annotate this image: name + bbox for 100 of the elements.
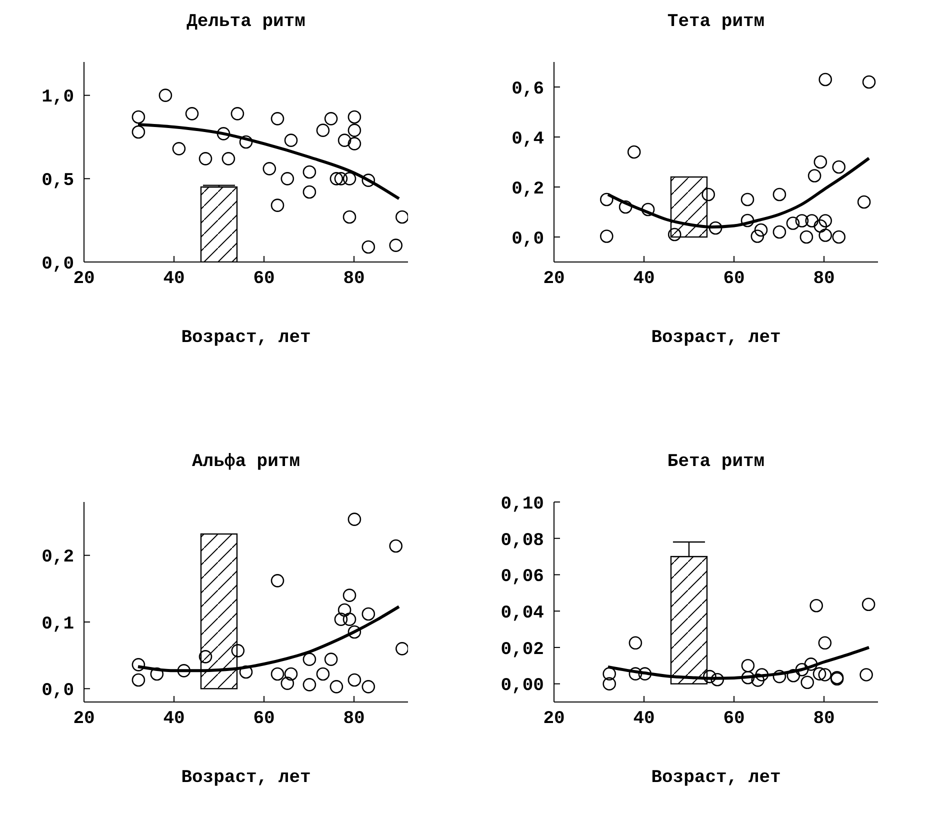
- y-tick-label: 0,6: [512, 79, 544, 100]
- point: [860, 668, 873, 682]
- x-tick-label: 60: [253, 708, 275, 729]
- y-tick-label: 0,08: [500, 530, 544, 551]
- point: [814, 155, 828, 169]
- point: [808, 169, 822, 182]
- x-axis-title: Возраст, лет: [651, 328, 781, 348]
- point: [342, 612, 356, 626]
- point: [600, 230, 614, 243]
- point: [342, 172, 356, 186]
- x-tick-label: 80: [813, 268, 835, 289]
- x-tick-label: 20: [543, 268, 565, 289]
- x-tick-label: 60: [723, 268, 745, 289]
- point: [348, 124, 362, 137]
- point: [270, 198, 284, 212]
- point: [668, 228, 682, 242]
- x-tick-label: 60: [253, 268, 275, 289]
- point: [302, 678, 316, 692]
- point: [362, 174, 376, 187]
- point: [832, 230, 846, 244]
- point: [231, 644, 245, 658]
- y-tick-label: 0,2: [42, 548, 74, 568]
- point: [172, 142, 186, 156]
- point: [362, 680, 376, 694]
- point: [857, 195, 871, 209]
- point: [740, 214, 754, 228]
- chart-title: Бета ритм: [666, 451, 766, 474]
- x-tick-label: 40: [633, 708, 655, 729]
- point: [740, 192, 754, 206]
- x-tick-label: 80: [343, 268, 365, 289]
- x-tick-label: 80: [813, 708, 835, 729]
- x-axis-title: Возраст, лет: [181, 328, 311, 348]
- point: [832, 160, 846, 174]
- point: [302, 652, 316, 666]
- x-tick-label: 80: [343, 708, 365, 729]
- point: [338, 134, 352, 147]
- point: [216, 127, 230, 140]
- x-axis-title: Возраст, лет: [181, 768, 311, 788]
- point: [786, 668, 800, 682]
- point: [741, 670, 755, 684]
- y-tick-label: 0,1: [42, 614, 74, 634]
- point: [772, 188, 786, 202]
- point: [818, 636, 832, 650]
- point: [618, 200, 632, 214]
- point: [198, 152, 212, 166]
- x-tick-label: 20: [73, 268, 95, 289]
- point: [222, 152, 236, 166]
- point: [348, 673, 362, 687]
- chart-title: Альфа ритм: [190, 451, 302, 474]
- point: [302, 185, 316, 199]
- point: [185, 107, 199, 120]
- point: [818, 214, 832, 228]
- point: [302, 165, 316, 179]
- point: [772, 670, 786, 684]
- point: [396, 642, 408, 656]
- point: [800, 230, 814, 244]
- point: [239, 665, 253, 679]
- point: [741, 658, 755, 672]
- y-tick-label: 0,04: [500, 603, 544, 624]
- point: [862, 75, 876, 89]
- point: [284, 667, 298, 681]
- point: [627, 145, 641, 159]
- x-axis-title: Возраст, лет: [651, 768, 781, 788]
- y-tick-label: 0,0: [42, 254, 74, 274]
- y-tick-label: 0,2: [512, 179, 544, 200]
- point: [132, 673, 146, 687]
- y-tick-label: 0,5: [42, 171, 74, 192]
- point: [602, 677, 616, 690]
- point: [812, 667, 826, 680]
- point: [348, 110, 362, 124]
- point: [628, 667, 642, 680]
- point: [710, 672, 724, 686]
- point: [786, 216, 800, 230]
- point: [703, 670, 716, 684]
- point: [628, 636, 642, 650]
- point: [316, 667, 330, 681]
- point: [230, 107, 244, 120]
- point: [814, 219, 828, 233]
- point: [751, 674, 764, 687]
- point: [132, 110, 146, 124]
- point: [795, 214, 809, 228]
- point: [638, 667, 652, 680]
- point: [316, 124, 330, 137]
- point: [348, 512, 362, 526]
- point: [177, 664, 191, 678]
- point: [132, 658, 146, 672]
- point: [334, 172, 348, 186]
- point: [270, 574, 284, 588]
- point: [330, 172, 344, 186]
- y-tick-label: 0,00: [500, 676, 544, 696]
- y-tick-label: 0,06: [500, 567, 544, 588]
- chart-title: Тета ритм: [666, 11, 766, 34]
- point: [239, 135, 253, 149]
- point: [338, 603, 352, 617]
- point: [334, 612, 348, 626]
- point: [150, 667, 164, 681]
- point: [702, 188, 715, 202]
- y-tick-label: 0,4: [512, 129, 544, 150]
- point: [342, 210, 356, 224]
- point: [158, 88, 172, 102]
